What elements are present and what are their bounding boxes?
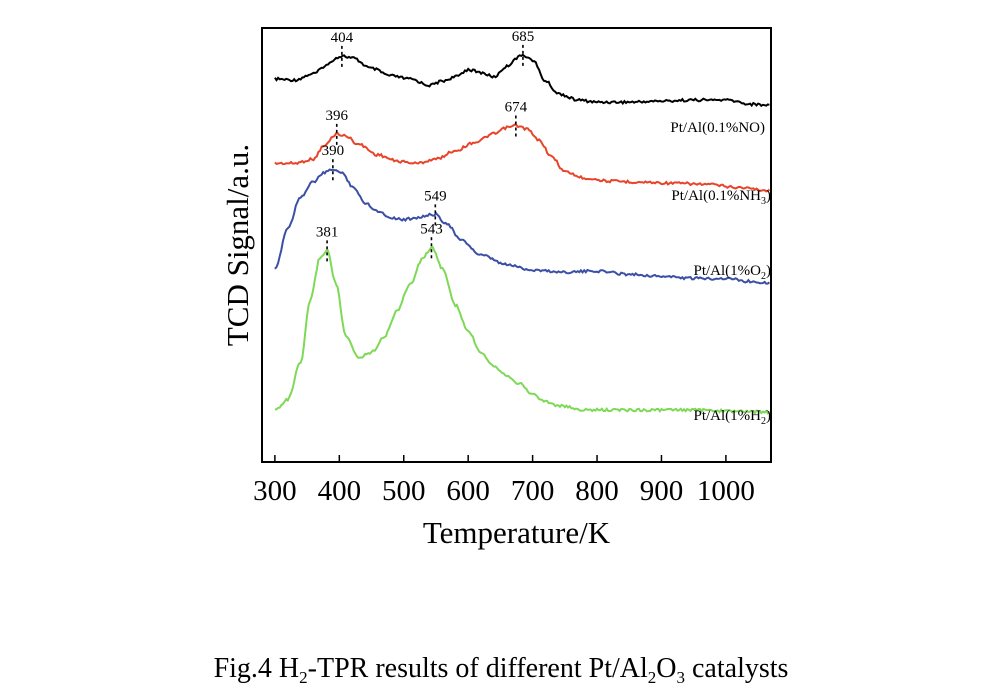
series-label-no: Pt/Al(0.1%NO) <box>670 120 765 136</box>
peak-label-no-685: 685 <box>512 29 535 45</box>
series-label-h2: Pt/Al(1%H2) <box>694 408 772 427</box>
x-tick-label-300: 300 <box>253 475 297 507</box>
series-label-o2: Pt/Al(1%O2) <box>694 263 772 282</box>
caption-suffix: catalysts <box>685 653 789 684</box>
x-tick-label-800: 800 <box>575 475 619 507</box>
peak-label-nh3-396: 396 <box>325 108 348 124</box>
caption-oxygen: O <box>656 653 677 684</box>
caption-subscript-o3: 3 <box>676 668 686 687</box>
series-label-part: Pt/Al(1%H <box>694 408 762 424</box>
series-line-h2 <box>274 245 771 415</box>
peak-label-nh3-674: 674 <box>505 100 528 116</box>
caption-subscript-al2: 2 <box>647 668 657 687</box>
x-tick-label-600: 600 <box>446 475 490 507</box>
caption-subscript-h2: 2 <box>299 668 308 687</box>
series-label-part: ) <box>766 263 771 279</box>
peak-label-no-404: 404 <box>331 30 354 46</box>
peak-label-h2-381: 381 <box>316 224 339 240</box>
peak-label-o2-549: 549 <box>424 188 447 204</box>
series-line-o2 <box>274 168 771 285</box>
series-label-nh3: Pt/Al(0.1%NH3) <box>671 188 771 207</box>
x-tick-label-700: 700 <box>511 475 555 507</box>
x-tick-label-500: 500 <box>382 475 426 507</box>
series-label-part: Pt/Al(0.1%NH <box>671 188 761 204</box>
caption-prefix: Fig.4 H <box>213 653 300 684</box>
series-label-part: Pt/Al(1%O <box>694 263 762 279</box>
tpr-chart: 300 400 500 600 700 800 900 1000 Temperature/K TC… <box>220 27 772 550</box>
y-axis-label: TCD Signal/a.u. <box>220 144 255 346</box>
series-label-part: 2 <box>761 416 766 427</box>
peak-label-h2-543: 543 <box>420 221 443 237</box>
series-line-nh3 <box>274 123 771 193</box>
x-tick-label-400: 400 <box>318 475 362 507</box>
series-label-part: ) <box>766 188 771 204</box>
figure-caption: Fig.4 H2-TPR results of different Pt/Al2… <box>0 652 1002 686</box>
x-tick-label-900: 900 <box>640 475 684 507</box>
series-label-part: 2 <box>761 271 766 282</box>
series-line-no <box>274 53 770 108</box>
series-label-part: 3 <box>761 196 766 207</box>
plot-frame <box>261 27 772 463</box>
series-label-part: Pt/Al(0.1%NO) <box>670 120 765 136</box>
peak-label-o2-390: 390 <box>322 143 345 159</box>
series-label-part: ) <box>766 408 771 424</box>
x-tick-label-1000: 1000 <box>697 475 755 507</box>
x-axis-label: Temperature/K <box>423 515 611 550</box>
caption-middle: -TPR results of different Pt/Al <box>307 653 648 684</box>
